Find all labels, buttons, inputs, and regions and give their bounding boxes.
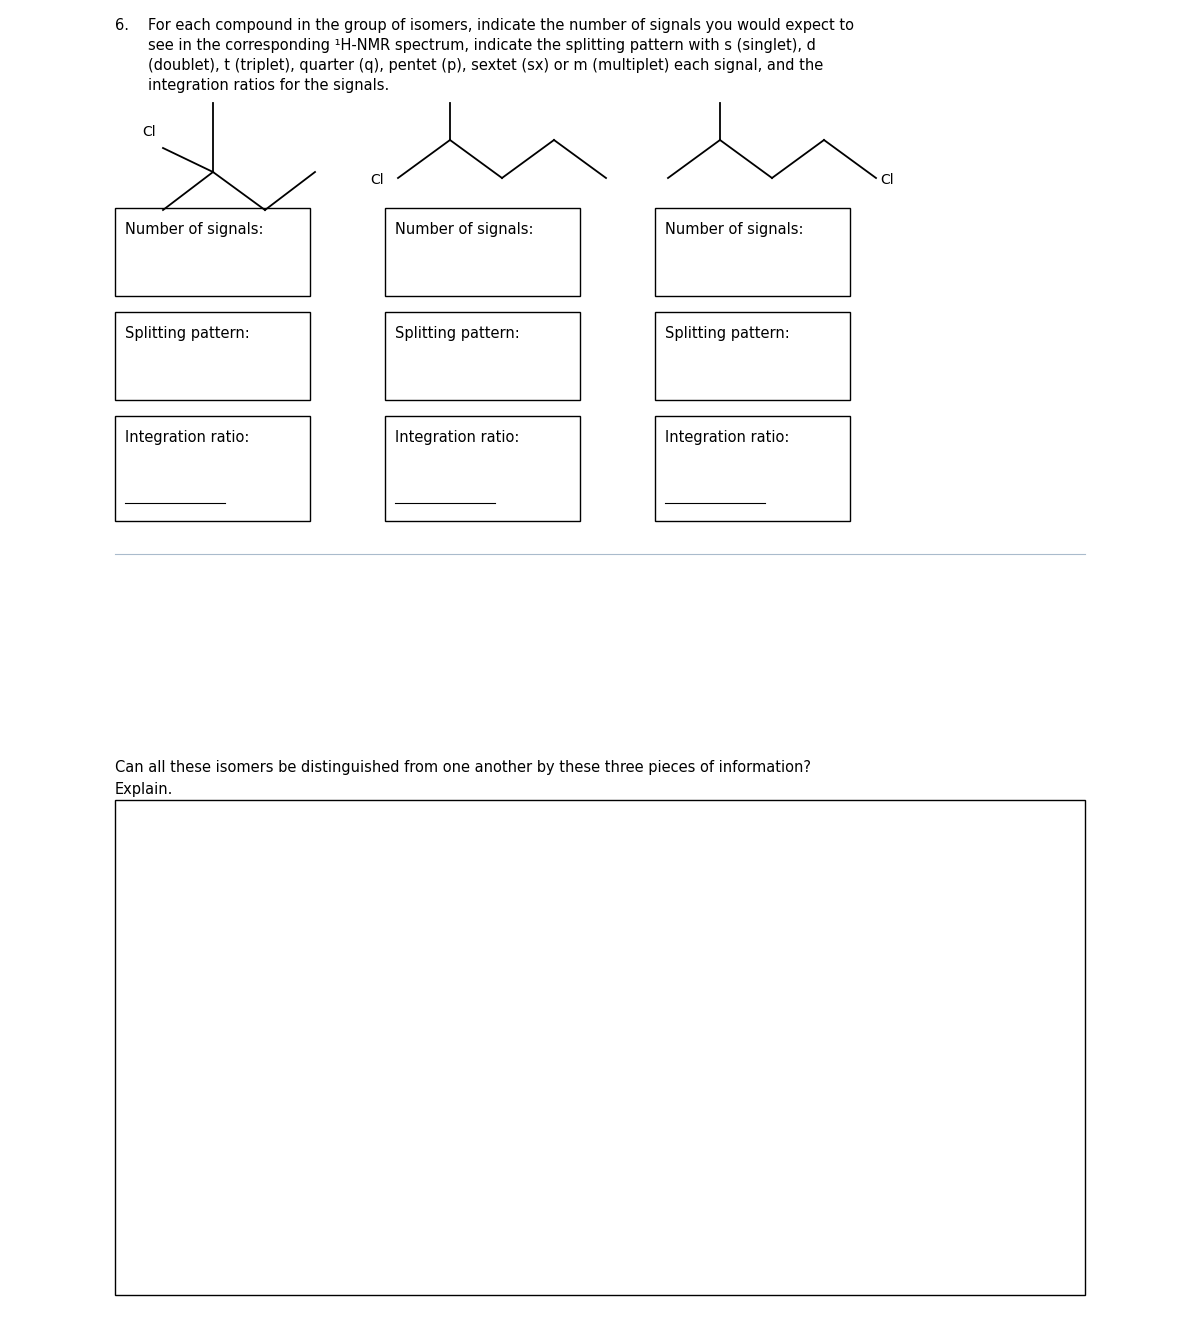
FancyBboxPatch shape [385,415,580,521]
FancyBboxPatch shape [115,800,1085,1294]
FancyBboxPatch shape [655,415,850,521]
FancyBboxPatch shape [385,312,580,401]
Text: Splitting pattern:: Splitting pattern: [665,326,790,340]
Text: Explain.: Explain. [115,783,173,797]
Text: Cl: Cl [142,125,156,139]
Text: Cl: Cl [880,173,894,188]
Text: Number of signals:: Number of signals: [395,222,534,237]
FancyBboxPatch shape [115,312,310,401]
FancyBboxPatch shape [385,208,580,296]
Text: Integration ratio:: Integration ratio: [125,430,250,445]
FancyBboxPatch shape [655,312,850,401]
Text: Splitting pattern:: Splitting pattern: [395,326,520,340]
Text: (doublet), t (triplet), quarter (q), pentet (p), sextet (sx) or m (multiplet) ea: (doublet), t (triplet), quarter (q), pen… [148,58,823,72]
FancyBboxPatch shape [655,208,850,296]
Text: Number of signals:: Number of signals: [665,222,804,237]
Text: Splitting pattern:: Splitting pattern: [125,326,250,340]
Text: Cl: Cl [370,173,384,188]
FancyBboxPatch shape [115,415,310,521]
Text: Can all these isomers be distinguished from one another by these three pieces of: Can all these isomers be distinguished f… [115,760,811,775]
Text: 6.: 6. [115,17,130,34]
Text: Integration ratio:: Integration ratio: [665,430,790,445]
Text: For each compound in the group of isomers, indicate the number of signals you wo: For each compound in the group of isomer… [148,17,854,34]
FancyBboxPatch shape [115,208,310,296]
Text: Integration ratio:: Integration ratio: [395,430,520,445]
Text: integration ratios for the signals.: integration ratios for the signals. [148,78,389,92]
Text: see in the corresponding ¹H-NMR spectrum, indicate the splitting pattern with s : see in the corresponding ¹H-NMR spectrum… [148,38,816,54]
Text: Number of signals:: Number of signals: [125,222,264,237]
